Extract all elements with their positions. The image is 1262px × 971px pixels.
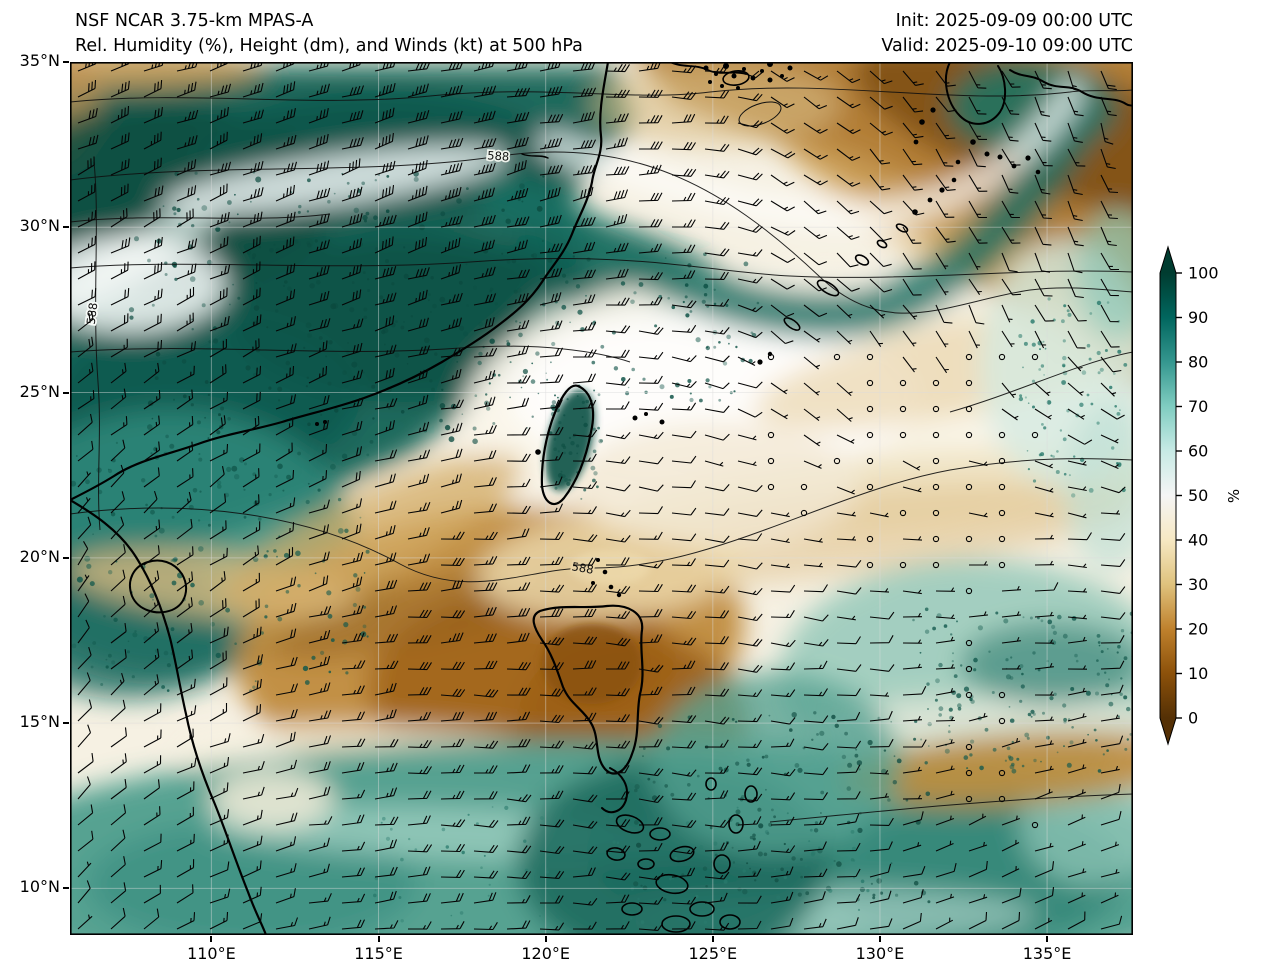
colorbar-tick-label: 100 bbox=[1188, 264, 1219, 283]
colorbar-gradient bbox=[1160, 273, 1176, 718]
colorbar-tick-label: 30 bbox=[1188, 575, 1208, 594]
colorbar-tick-label: 10 bbox=[1188, 664, 1208, 683]
x-axis-tick-label: 135°E bbox=[1022, 944, 1072, 963]
plot-border bbox=[70, 62, 1133, 935]
y-axis-tick-label: 20°N bbox=[19, 546, 60, 566]
y-axis-tick bbox=[63, 887, 69, 890]
wind-barb-layer bbox=[77, 62, 1126, 931]
colorbar-tick-label: 70 bbox=[1188, 397, 1208, 416]
x-axis-tick bbox=[377, 936, 380, 942]
y-axis-tick-label: 25°N bbox=[19, 381, 60, 401]
x-axis-tick-label: 120°E bbox=[521, 944, 570, 963]
y-axis-tick bbox=[63, 226, 69, 229]
colorbar-tick-label: 20 bbox=[1188, 620, 1208, 639]
colorbar-tick-label: 50 bbox=[1188, 486, 1208, 505]
coastline-layer bbox=[70, 62, 1133, 935]
graticule-layer bbox=[70, 62, 1133, 935]
x-axis-tick bbox=[210, 936, 213, 942]
y-axis-tick bbox=[63, 722, 69, 725]
x-axis-tick bbox=[1046, 936, 1049, 942]
rh-speckle-layer bbox=[70, 170, 1133, 924]
colorbar-tick-label: 40 bbox=[1188, 531, 1208, 550]
x-axis-tick-label: 125°E bbox=[688, 944, 738, 963]
valid-time: Valid: 2025-09-10 09:00 UTC bbox=[881, 36, 1133, 56]
colorbar-extend-max bbox=[1160, 247, 1176, 273]
y-axis-tick-label: 10°N bbox=[19, 877, 60, 897]
x-axis-tick bbox=[544, 936, 547, 942]
y-axis-tick bbox=[63, 556, 69, 559]
x-axis-tick bbox=[878, 936, 881, 942]
chart-subtitle: Rel. Humidity (%), Height (dm), and Wind… bbox=[75, 36, 583, 56]
colorbar-extend-min bbox=[1160, 718, 1176, 744]
x-axis-tick bbox=[711, 936, 714, 942]
colorbar-tick-label: 90 bbox=[1188, 308, 1208, 327]
chart-title: NSF NCAR 3.75-km MPAS-A bbox=[75, 11, 314, 31]
colorbar-unit-label: % bbox=[1225, 488, 1244, 504]
y-axis-tick-label: 15°N bbox=[19, 712, 60, 732]
colorbar-tick-label: 80 bbox=[1188, 353, 1208, 372]
y-axis-tick-label: 30°N bbox=[19, 216, 60, 236]
height-contour-label: 588 bbox=[487, 148, 510, 163]
x-axis-tick-label: 130°E bbox=[855, 944, 905, 963]
header-left: NSF NCAR 3.75-km MPAS-A Rel. Humidity (%… bbox=[75, 9, 583, 59]
x-axis-tick-label: 115°E bbox=[354, 944, 403, 963]
map-plot: 588 588 588 bbox=[70, 62, 1133, 935]
y-axis-tick bbox=[63, 61, 69, 63]
colorbar-tick-label: 60 bbox=[1188, 442, 1208, 461]
header-right: Init: 2025-09-09 00:00 UTC Valid: 2025-0… bbox=[881, 9, 1133, 59]
init-time: Init: 2025-09-09 00:00 UTC bbox=[895, 11, 1133, 31]
y-axis-tick bbox=[63, 391, 69, 394]
colorbar-tick-label: 0 bbox=[1188, 709, 1198, 728]
y-axis-tick-label: 35°N bbox=[19, 51, 60, 70]
x-axis-tick-label: 110°E bbox=[187, 944, 236, 963]
